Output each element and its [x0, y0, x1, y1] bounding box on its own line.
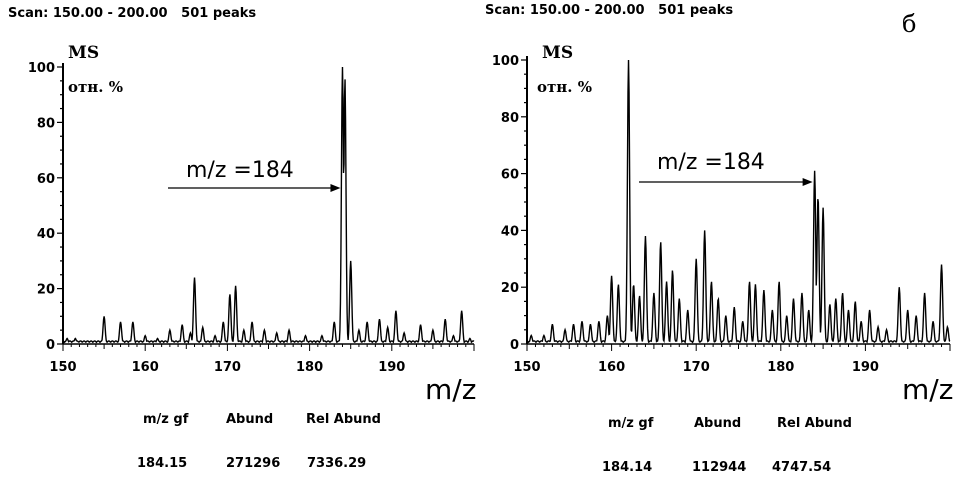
- table-value-abund: 271296: [226, 456, 281, 471]
- x-tick-label: 150: [513, 360, 540, 375]
- y-tick-label: 100: [492, 54, 519, 69]
- x-tick-label: 170: [214, 360, 241, 375]
- x-tick-label: 150: [49, 360, 76, 375]
- x-tick-label: 180: [296, 360, 323, 375]
- table-value-mz: 184.14: [602, 460, 653, 475]
- scan-label: Scan: 150.00 - 200.00 501 peaks: [485, 3, 734, 18]
- y-axis-label-units: отн. %: [68, 78, 123, 96]
- table-header-abund: Abund: [694, 416, 742, 431]
- spectrum-plot-b: 0 20 40 60 80 100 150 160 170 180 190: [492, 54, 951, 375]
- annotation-arrow-head: [802, 178, 813, 186]
- table-header-abund: Abund: [226, 412, 274, 427]
- x-tick-label: 180: [767, 360, 794, 375]
- y-tick-label: 80: [501, 111, 519, 126]
- table-value-abund: 112944: [692, 460, 747, 475]
- spectrum-panel-a: Scan: 150.00 - 200.00 501 peaks MS отн. …: [8, 6, 477, 471]
- spectrum-trace: [526, 59, 951, 344]
- y-tick-label: 40: [501, 224, 519, 239]
- y-axis-label-units: отн. %: [537, 78, 592, 96]
- x-tick-label: 160: [598, 360, 625, 375]
- table-header-mz: m/z gf: [608, 416, 654, 431]
- x-tick-label: 170: [683, 360, 710, 375]
- table-value-rel-abund: 4747.54: [772, 460, 832, 475]
- scan-label: Scan: 150.00 - 200.00 501 peaks: [8, 6, 257, 21]
- y-axis-label-ms: MS: [542, 43, 574, 63]
- panel-letter: б: [902, 10, 917, 38]
- spectrum-panel-b: Scan: 150.00 - 200.00 501 peaks MS отн. …: [482, 0, 964, 504]
- table-header-rel-abund: Rel Abund: [306, 412, 381, 427]
- peak-annotation-label: m/z =184: [657, 150, 765, 175]
- y-tick-label: 60: [501, 168, 519, 183]
- x-tick-label: 190: [378, 360, 405, 375]
- y-tick-label: 60: [37, 172, 55, 187]
- peak-annotation-label: m/z =184: [186, 158, 294, 183]
- table-value-mz: 184.15: [137, 456, 188, 471]
- y-tick-label: 40: [37, 227, 55, 242]
- x-tick-label: 160: [132, 360, 159, 375]
- y-tick-label: 0: [510, 338, 519, 353]
- table-value-rel-abund: 7336.29: [307, 456, 367, 471]
- y-tick-label: 80: [37, 116, 55, 131]
- y-tick-label: 100: [28, 61, 55, 76]
- table-header-mz: m/z gf: [143, 412, 189, 427]
- table-header-rel-abund: Rel Abund: [777, 416, 852, 431]
- spectrum-plot-a: 0 20 40 60 80 100 150 160 170 180 190: [28, 61, 475, 375]
- x-axis-label: m/z: [425, 373, 477, 406]
- spectrum-trace: [62, 66, 475, 344]
- x-tick-label: 190: [852, 360, 879, 375]
- x-axis-label: m/z: [902, 373, 954, 406]
- y-tick-label: 20: [37, 283, 55, 298]
- y-axis-label-ms: MS: [68, 43, 100, 63]
- annotation-arrow-head: [330, 184, 341, 192]
- y-tick-label: 0: [46, 338, 55, 353]
- y-tick-label: 20: [501, 281, 519, 296]
